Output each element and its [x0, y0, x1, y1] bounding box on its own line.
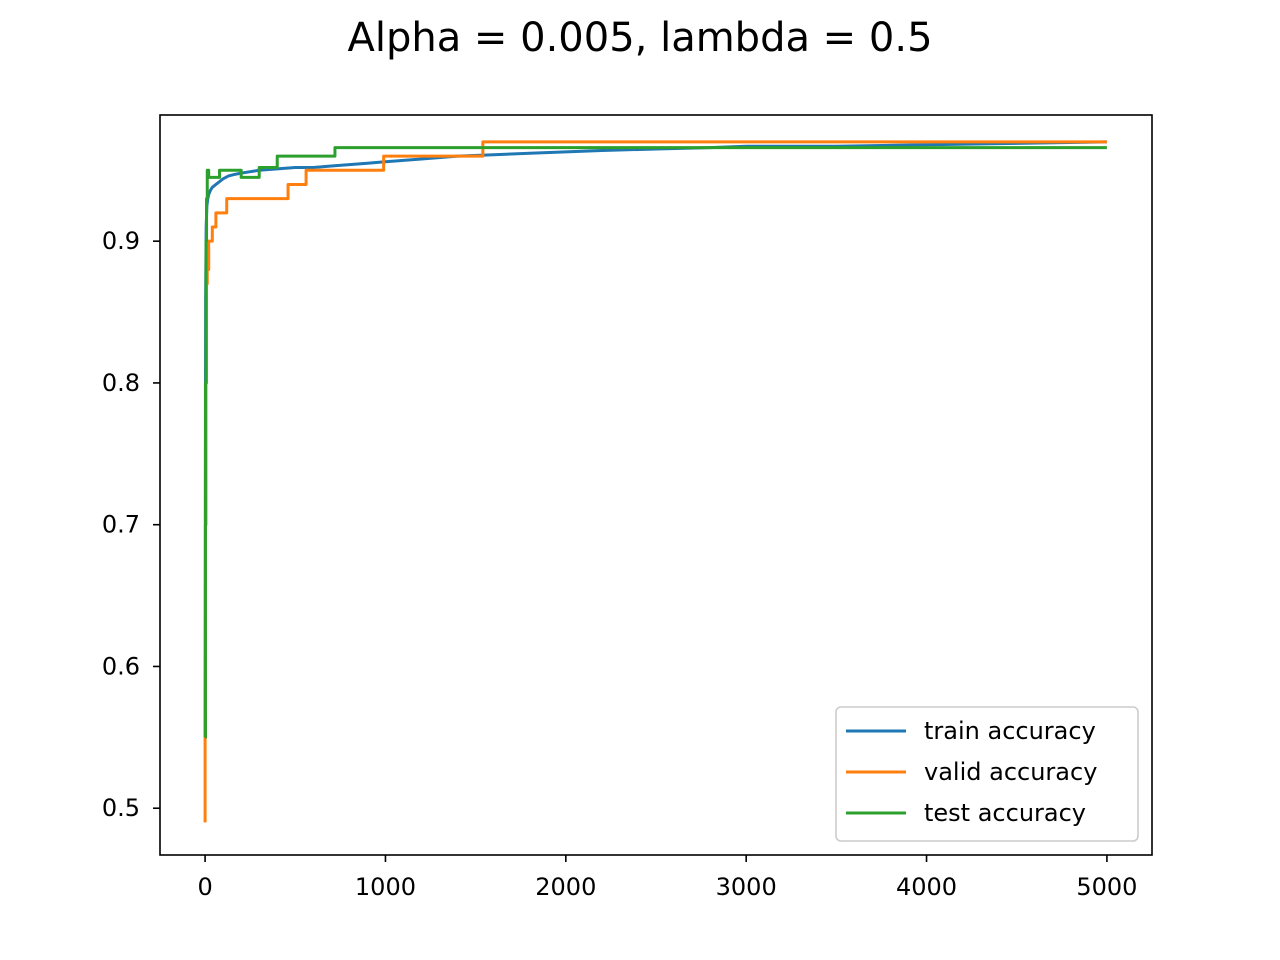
y-tick-label: 0.6 [102, 652, 140, 680]
x-axis: 0 1000 2000 3000 4000 5000 [197, 855, 1137, 901]
y-axis: 0.5 0.6 0.7 0.8 0.9 [102, 227, 160, 822]
legend-label: train accuracy [924, 717, 1096, 745]
legend-box [835, 706, 1139, 842]
series-layer [203, 140, 1107, 823]
series-line-train-accuracy [203, 140, 1107, 738]
y-tick-label: 0.5 [102, 794, 140, 822]
plot-frame [159, 114, 1153, 856]
chart-title: Alpha = 0.005, lambda = 0.5 [347, 15, 933, 61]
legend-label: test accuracy [924, 799, 1086, 827]
x-tick-label: 5000 [1076, 873, 1137, 901]
x-tick-label: 2000 [535, 873, 596, 901]
x-tick-label: 4000 [896, 873, 957, 901]
y-tick-label: 0.9 [102, 227, 140, 255]
x-tick-label: 0 [197, 873, 212, 901]
y-tick-label: 0.8 [102, 369, 140, 397]
legend-label: valid accuracy [924, 758, 1097, 786]
y-tick-label: 0.7 [102, 511, 140, 539]
x-tick-label: 1000 [355, 873, 416, 901]
x-tick-label: 3000 [716, 873, 777, 901]
series-line-test-accuracy [203, 146, 1107, 739]
legend: train accuracy valid accuracy test accurac… [835, 706, 1139, 842]
